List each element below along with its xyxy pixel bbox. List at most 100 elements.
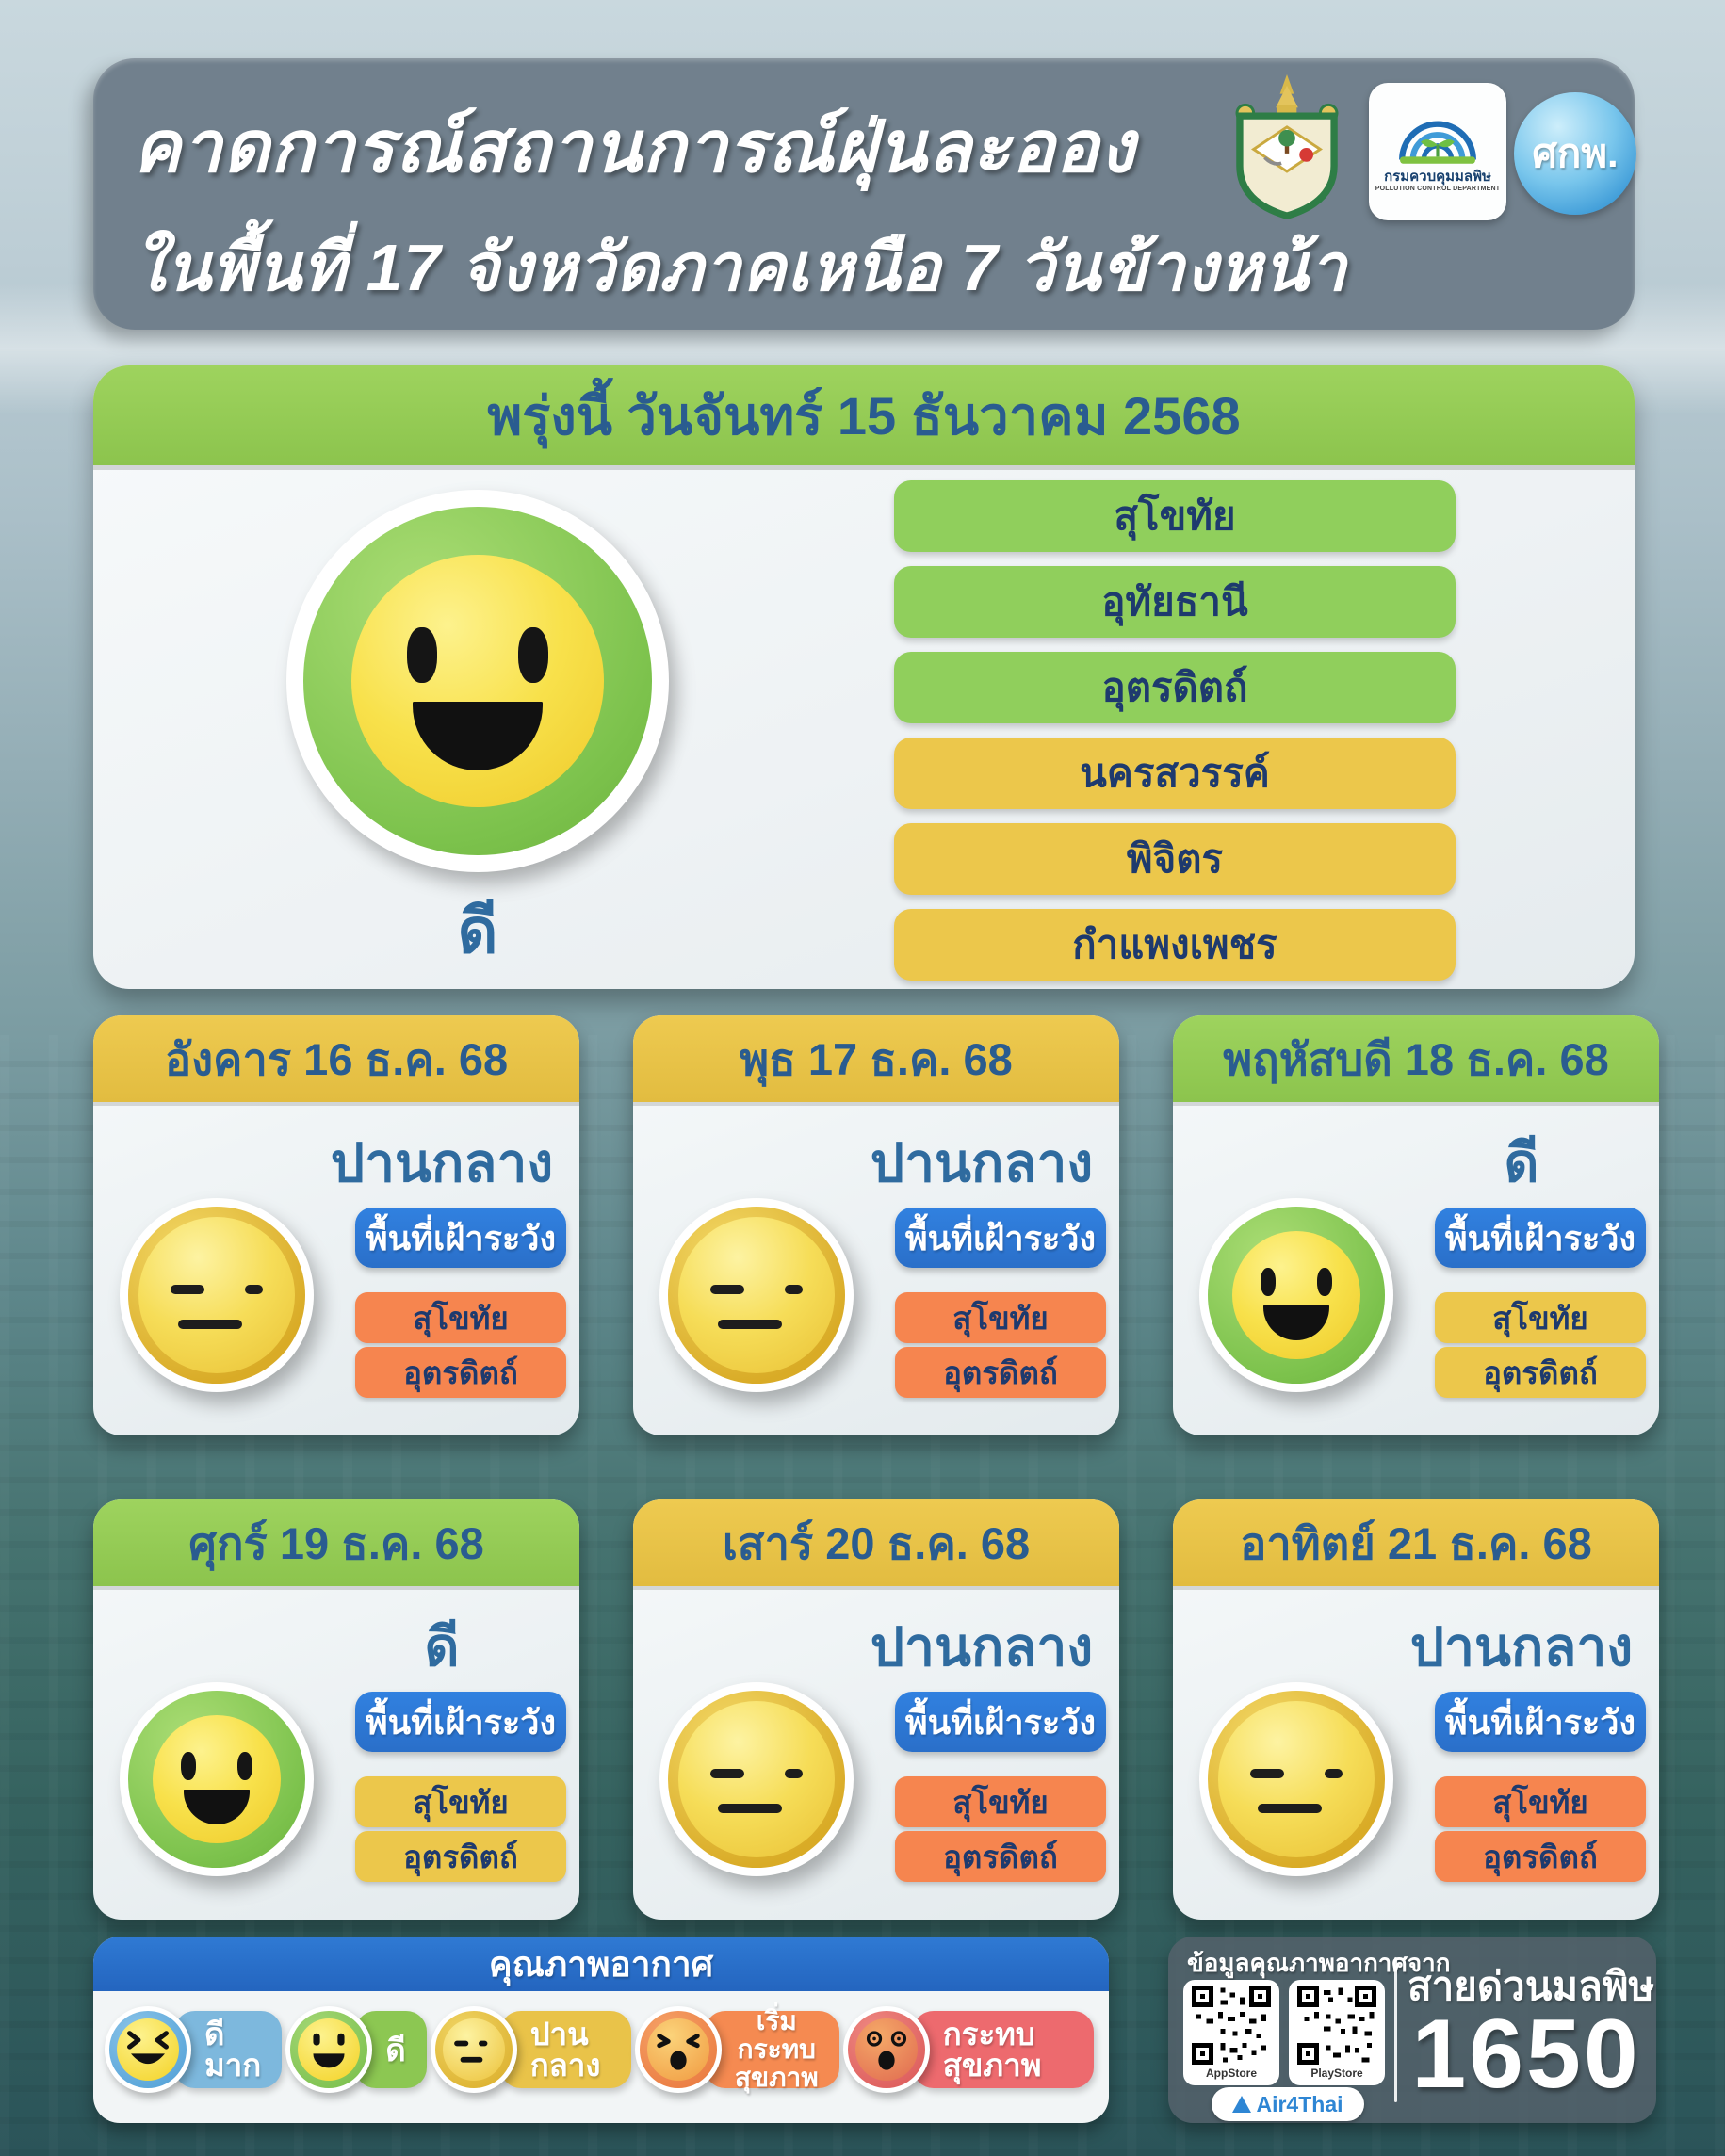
day-date-label: พฤหัสบดี 18 ธ.ค. 68 <box>1223 1033 1609 1084</box>
watch-province-pill: อุตรดิตถ์ <box>1435 1347 1646 1398</box>
moderate-face-icon <box>659 1682 854 1876</box>
face-eye-left <box>180 1752 197 1781</box>
day-date-label: ศุกร์ 19 ธ.ค. 68 <box>188 1517 484 1568</box>
province-label: อุตรดิตถ์ <box>1483 1354 1598 1390</box>
watch-province-pill: สุโขทัย <box>895 1776 1106 1827</box>
unhealthy-face-icon <box>842 2006 930 2093</box>
day-card-sun-21: อาทิตย์ 21 ธ.ค. 68 ปานกลาง พื้นที่เฝ้าระ… <box>1173 1499 1659 1920</box>
face-eye-left <box>1260 1268 1277 1297</box>
day-level-label: ปานกลาง <box>870 1133 1094 1193</box>
pcd-caption-thai: กรมควบคุมมลพิษ <box>1384 169 1491 185</box>
skp-logo: ศกพ. <box>1514 92 1636 215</box>
moderate-face-icon <box>430 2006 517 2093</box>
watch-province-pill: สุโขทัย <box>1435 1292 1646 1343</box>
face-eye-left <box>170 1284 204 1294</box>
day-card-fri-19: ศุกร์ 19 ธ.ค. 68 ดี พื้นที่เฝ้าระวัง สุโ… <box>93 1499 579 1920</box>
face-eye-left <box>1249 1768 1284 1778</box>
moderate-face-icon <box>120 1198 314 1392</box>
watch-area-label: พื้นที่เฝ้าระวัง <box>904 1218 1097 1257</box>
face-eye-right <box>1324 1768 1343 1778</box>
watch-province-pill: อุตรดิตถ์ <box>895 1347 1106 1398</box>
day-date-label: อาทิตย์ 21 ธ.ค. 68 <box>1240 1517 1592 1568</box>
watch-area-pill: พื้นที่เฝ้าระวัง <box>355 1208 566 1268</box>
day-header: อาทิตย์ 21 ธ.ค. 68 <box>1173 1499 1659 1586</box>
day-level-label: ปานกลาง <box>870 1617 1094 1678</box>
tomorrow-date-label: พรุ่งนี้ วันจันทร์ 15 ธันวาคม 2568 <box>487 385 1241 446</box>
page-title-line2: ในพื้นที่ 17 จังหวัดภาคเหนือ 7 วันข้างหน… <box>133 231 1347 304</box>
tomorrow-level-label: ดี <box>457 896 498 965</box>
moderate-face-icon <box>1199 1682 1393 1876</box>
watch-province-pill: อุตรดิตถ์ <box>355 1347 566 1398</box>
day-card-sat-20: เสาร์ 20 ธ.ค. 68 ปานกลาง พื้นที่เฝ้าระวั… <box>633 1499 1119 1920</box>
qr-caption: PlayStore <box>1310 2067 1363 2080</box>
province-label: สุโขทัย <box>952 1300 1049 1336</box>
province-pill: กำแพงเพชร <box>894 909 1456 981</box>
face-eye-left <box>406 627 438 684</box>
tomorrow-forecast-card: พรุ่งนี้ วันจันทร์ 15 ธันวาคม 2568 ดี สุ… <box>93 365 1635 989</box>
province-label: อุตรดิตถ์ <box>1483 1839 1598 1874</box>
legend-title: คุณภาพอากาศ <box>488 1944 714 1984</box>
tomorrow-date-header: พรุ่งนี้ วันจันทร์ 15 ธันวาคม 2568 <box>93 365 1635 465</box>
face-eye-right <box>244 1284 264 1294</box>
province-label: อุตรดิตถ์ <box>943 1354 1058 1390</box>
unhealthy-start-face-icon <box>634 2006 722 2093</box>
legend-pill: เริ่มกระทบ สุขภาพ <box>704 2006 839 2092</box>
watch-province-pill: สุโขทัย <box>355 1776 566 1827</box>
watch-province-pill: สุโขทัย <box>1435 1776 1646 1827</box>
day-date-label: อังคาร 16 ธ.ค. 68 <box>164 1033 509 1084</box>
day-level-label: ดี <box>424 1617 460 1678</box>
province-label: อุตรดิตถ์ <box>1101 665 1248 709</box>
province-label: สุโขทัย <box>1492 1784 1588 1820</box>
face-eye-right <box>517 627 549 684</box>
face-eye-right <box>784 1768 804 1778</box>
legend-row: ดีมาก ดี <box>93 1991 1109 2093</box>
face-skin <box>677 1700 836 1858</box>
vertical-divider <box>1394 1957 1397 2102</box>
pcd-caption-english: POLLUTION CONTROL DEPARTMENT <box>1375 185 1501 192</box>
province-pill: อุทัยธานี <box>894 566 1456 638</box>
province-pill: สุโขทัย <box>894 480 1456 552</box>
province-label: อุตรดิตถ์ <box>403 1839 518 1874</box>
province-label: อุตรดิตถ์ <box>403 1354 518 1390</box>
face-mouth <box>717 1803 782 1813</box>
appstore-qr-code: AppStore <box>1183 1980 1279 2085</box>
province-label: อุตรดิตถ์ <box>943 1839 1058 1874</box>
day-header: พุธ 17 ธ.ค. 68 <box>633 1015 1119 1102</box>
watch-area-pill: พื้นที่เฝ้าระวัง <box>1435 1692 1646 1752</box>
legend-header: คุณภาพอากาศ <box>93 1937 1109 1991</box>
province-label: สุโขทัย <box>413 1784 509 1820</box>
day-header: อังคาร 16 ธ.ค. 68 <box>93 1015 579 1102</box>
watch-area-pill: พื้นที่เฝ้าระวัง <box>1435 1208 1646 1268</box>
pcd-arches-icon <box>1399 121 1476 164</box>
watch-area-label: พื้นที่เฝ้าระวัง <box>365 1218 557 1257</box>
face-mouth <box>1257 1803 1322 1813</box>
good-face-icon <box>120 1682 314 1876</box>
very-good-face-icon <box>105 2006 191 2093</box>
day-card-tue-16: อังคาร 16 ธ.ค. 68 ปานกลาง พื้นที่เฝ้าระว… <box>93 1015 579 1435</box>
hotline-label: สายด่วนมลพิษ <box>1408 1964 1655 2008</box>
qr-caption: AppStore <box>1206 2067 1257 2080</box>
face-skin <box>138 1216 296 1374</box>
watch-province-pill: สุโขทัย <box>895 1292 1106 1343</box>
legend-item-unhealthy-start: เริ่มกระทบ สุขภาพ <box>634 2006 839 2093</box>
province-label: สุโขทัย <box>952 1784 1049 1820</box>
day-card-wed-17: พุธ 17 ธ.ค. 68 ปานกลาง พื้นที่เฝ้าระวัง … <box>633 1015 1119 1435</box>
province-label: สุโขทัย <box>413 1300 509 1336</box>
legend-pill: ดีมาก <box>174 2011 283 2088</box>
face-mouth <box>717 1319 782 1329</box>
legend-pill: ปานกลาง <box>499 2011 631 2088</box>
watch-area-pill: พื้นที่เฝ้าระวัง <box>895 1208 1106 1268</box>
province-pill: นครสวรรค์ <box>894 738 1456 809</box>
info-hotline-box: ข้อมูลคุณภาพอากาศจาก AppStore PlayStore <box>1168 1937 1656 2123</box>
face-eye-right <box>1316 1268 1333 1297</box>
watch-area-label: พื้นที่เฝ้าระวัง <box>365 1702 557 1742</box>
watch-area-pill: พื้นที่เฝ้าระวัง <box>895 1692 1106 1752</box>
face-skin <box>677 1216 836 1374</box>
air4thai-a-icon <box>1232 2096 1252 2113</box>
watch-area-label: พื้นที่เฝ้าระวัง <box>904 1702 1097 1742</box>
face-eye-left <box>709 1284 744 1294</box>
province-label: สุโขทัย <box>1492 1300 1588 1336</box>
data-source-label: ข้อมูลคุณภาพอากาศจาก <box>1187 1949 1451 1977</box>
face-skin <box>1217 1700 1375 1858</box>
